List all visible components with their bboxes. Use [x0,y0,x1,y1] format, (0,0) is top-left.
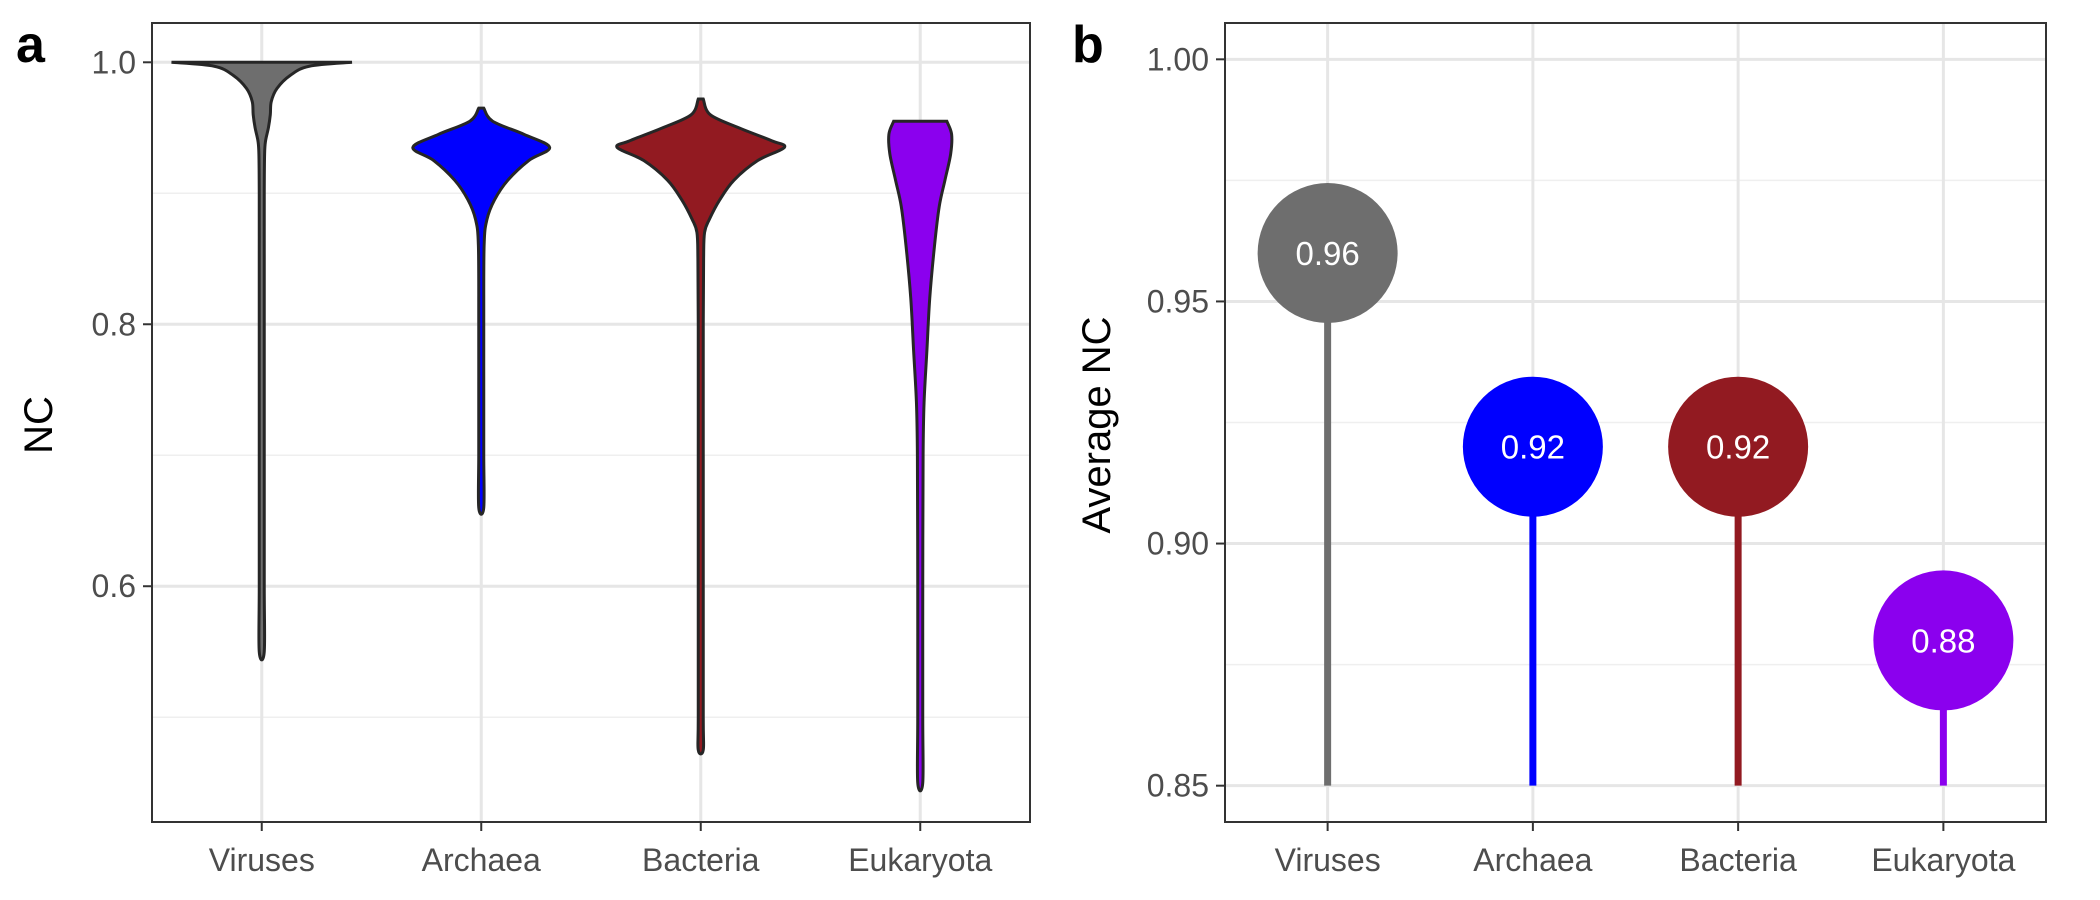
y-tick-label: 1.0 [92,44,136,80]
panel-b-ticks [1216,58,1945,831]
value-label-eukaryota: 0.88 [1911,622,1975,659]
panel-b-frame [1224,22,2047,823]
y-tick-label: 0.8 [92,306,136,342]
panel-b-lollipop-chart: b 0.96 0.92 0.92 0.88 0.85 0.90 0.95 1.00 Viru… [1072,16,2047,878]
violin-viruses [171,60,353,662]
panel-b-y-tick-labels: 0.85 0.90 0.95 1.00 [1147,41,1209,803]
y-tick-label: 0.85 [1147,768,1209,804]
value-label-viruses: 0.96 [1296,235,1360,272]
x-tick-label-eukaryota: Eukaryota [1871,842,2015,878]
panel-b-x-tick-labels: Viruses Archaea Bacteria Eukaryota [1275,842,2016,878]
panel-b-letter: b [1072,16,1104,74]
panel-a-violins [171,60,954,793]
y-tick-label: 0.95 [1147,283,1209,319]
x-tick-label-viruses: Viruses [209,842,315,878]
dot-bacteria [1668,376,1809,517]
panel-a-y-tick-labels: 0.6 0.8 1.0 [92,44,136,604]
panel-a-y-axis-title: NC [17,396,61,454]
value-label-archaea: 0.92 [1501,429,1565,466]
x-tick-label-eukaryota: Eukaryota [848,842,992,878]
y-tick-label: 0.6 [92,568,136,604]
violin-eukaryota [887,119,954,793]
y-tick-label: 1.00 [1147,41,1209,77]
panel-a-x-tick-labels: Viruses Archaea Bacteria Eukaryota [209,842,993,878]
panel-a-letter: a [16,16,46,74]
y-tick-label: 0.90 [1147,526,1209,562]
panel-a-frame [151,22,1031,823]
panel-a-ticks [143,61,922,831]
violin-bacteria [615,97,787,756]
x-tick-label-archaea: Archaea [422,842,541,878]
x-tick-label-archaea: Archaea [1473,842,1592,878]
x-tick-label-viruses: Viruses [1275,842,1381,878]
value-label-bacteria: 0.92 [1706,429,1770,466]
panel-b-lollipops: 0.96 0.92 0.92 0.88 [1257,183,2014,786]
dot-archaea [1462,376,1603,517]
dot-eukaryota [1873,570,2014,711]
violin-archaea [411,106,552,516]
dot-viruses [1257,183,1398,324]
x-tick-label-bacteria: Bacteria [642,842,760,878]
panel-b-y-axis-title: Average NC [1075,316,1119,533]
panel-a-violin-chart: a 0.6 0.8 1.0 Viruses Archaea Bacteria Eukary… [16,16,1031,878]
x-tick-label-bacteria: Bacteria [1679,842,1797,878]
